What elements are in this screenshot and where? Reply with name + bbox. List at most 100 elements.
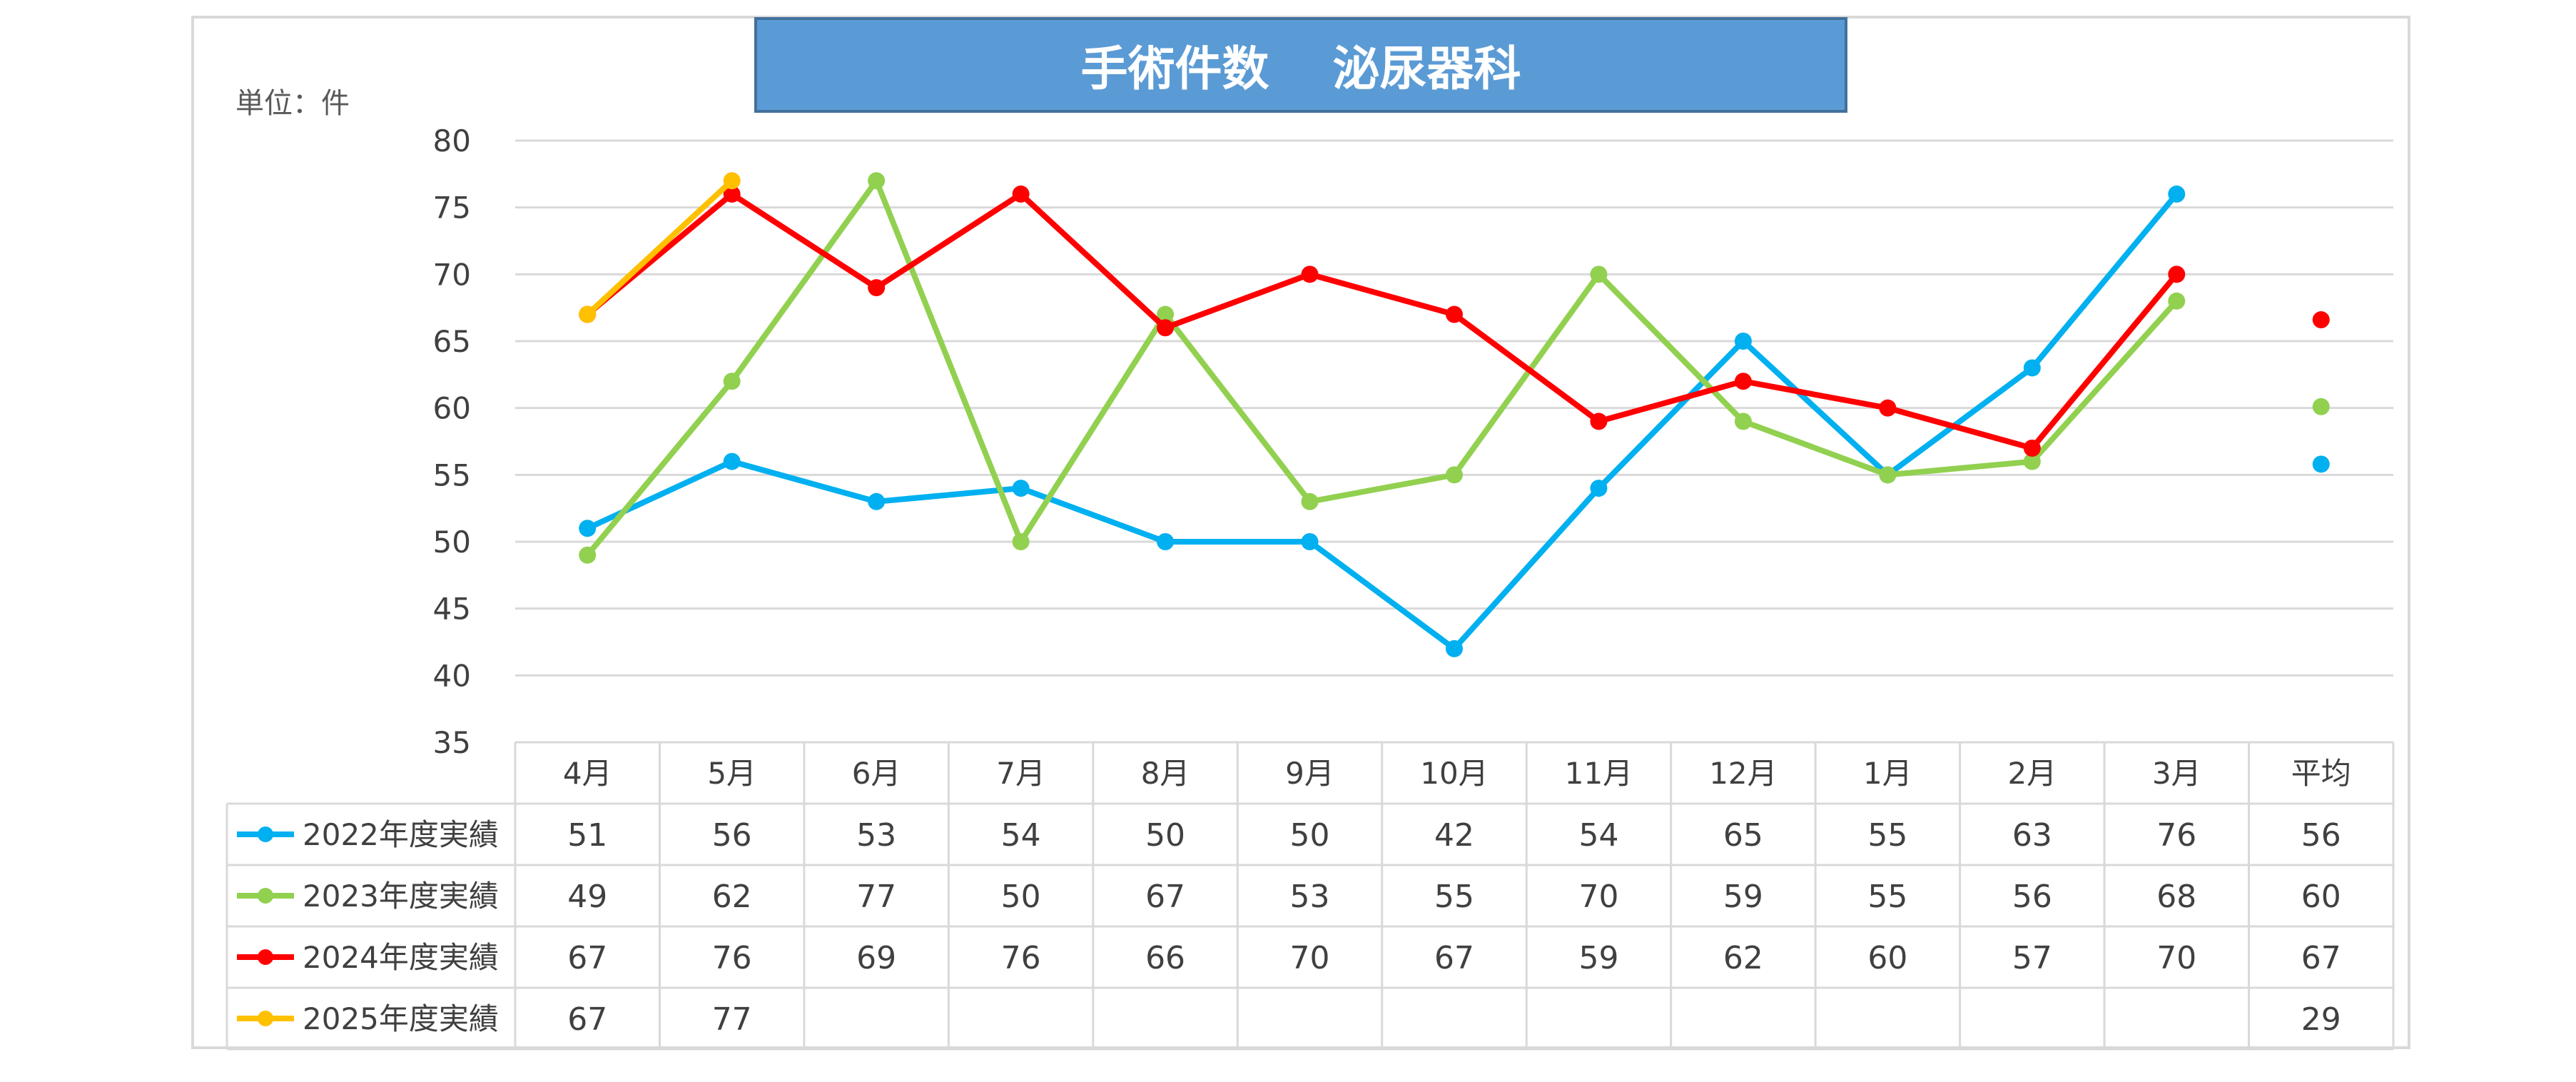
- data-point: [1734, 413, 1752, 430]
- data-point: [2168, 185, 2186, 203]
- x-category-label: 5月: [707, 756, 756, 791]
- average-point: [2312, 311, 2330, 329]
- data-point: [1734, 333, 1752, 350]
- table-value: 59: [1578, 940, 1618, 976]
- table-value: 60: [1867, 940, 1907, 976]
- table-average-value: 56: [2301, 817, 2341, 854]
- x-category-label: 4月: [563, 756, 612, 791]
- table-value: 63: [2012, 817, 2052, 854]
- data-point: [1157, 533, 1175, 550]
- y-tick-label: 55: [433, 457, 471, 492]
- table-value: 68: [2156, 879, 2196, 915]
- y-tick-label: 70: [433, 257, 471, 292]
- table-value: 67: [1145, 879, 1185, 915]
- table-value: 50: [1290, 817, 1330, 854]
- table-average-value: 60: [2301, 879, 2341, 915]
- table-value: 62: [1723, 940, 1763, 976]
- table-value: 56: [712, 817, 752, 854]
- table-value: 55: [1867, 879, 1907, 915]
- table-value: 70: [1290, 940, 1330, 976]
- table-value: 76: [1001, 940, 1041, 976]
- x-category-label: 8月: [1141, 756, 1190, 791]
- y-tick-label: 40: [433, 658, 471, 693]
- data-point: [579, 520, 597, 537]
- legend-marker: [258, 826, 273, 842]
- table-value: 67: [1434, 940, 1474, 976]
- data-point: [1446, 305, 1463, 323]
- data-point: [1012, 533, 1030, 550]
- data-point: [2023, 359, 2041, 377]
- data-point: [1734, 373, 1752, 390]
- table-average-value: 29: [2301, 1001, 2341, 1038]
- table-value: 55: [1867, 817, 1907, 854]
- x-category-label: 2月: [2007, 756, 2057, 791]
- x-category-label: 9月: [1285, 756, 1334, 791]
- table-value: 66: [1145, 940, 1185, 976]
- data-point: [2168, 292, 2186, 310]
- x-category-label: 12月: [1709, 756, 1777, 791]
- average-point: [2312, 455, 2330, 473]
- table-value: 55: [1434, 879, 1474, 915]
- data-point: [1301, 492, 1319, 510]
- x-category-label: 11月: [1565, 756, 1633, 791]
- data-point: [868, 492, 886, 510]
- data-point: [1012, 480, 1030, 497]
- table-value: 70: [1578, 879, 1618, 915]
- table-value: 76: [712, 940, 752, 976]
- y-tick-label: 65: [433, 324, 471, 359]
- table-value: 49: [567, 879, 607, 915]
- table-value: 54: [1578, 817, 1618, 854]
- series-line: [586, 192, 2179, 652]
- series-line: [585, 178, 734, 317]
- data-point: [1879, 466, 1897, 484]
- data-point: [2023, 439, 2041, 457]
- x-category-label: 10月: [1420, 756, 1488, 791]
- data-point: [723, 185, 741, 203]
- y-tick-label: 75: [433, 191, 471, 226]
- x-category-label: 1月: [1863, 756, 1912, 791]
- table-value: 69: [856, 940, 896, 976]
- y-tick-label: 60: [433, 391, 471, 426]
- data-point: [1157, 319, 1175, 337]
- x-category-label: 7月: [996, 756, 1045, 791]
- table-value: 42: [1434, 817, 1474, 854]
- table-value: 54: [1001, 817, 1041, 854]
- table-value: 51: [567, 817, 607, 854]
- table-value: 53: [1290, 879, 1330, 915]
- y-tick-label: 50: [433, 525, 471, 560]
- table-value: 70: [2156, 940, 2196, 976]
- data-point: [579, 305, 597, 323]
- data-point: [723, 452, 741, 470]
- table-value: 77: [856, 879, 896, 915]
- data-point: [2168, 266, 2186, 283]
- average-point: [2312, 398, 2330, 415]
- data-point: [868, 172, 886, 190]
- table-value: 67: [567, 940, 607, 976]
- data-point: [1590, 480, 1608, 497]
- x-category-label: 3月: [2152, 756, 2201, 791]
- data-point: [1157, 305, 1175, 323]
- chart-title: 手術件数 泌尿器科: [754, 17, 1847, 113]
- data-point: [1590, 266, 1608, 283]
- legend-marker: [258, 888, 273, 904]
- table-value: 56: [2012, 879, 2052, 915]
- data-point: [1446, 466, 1463, 484]
- table-value: 77: [712, 1001, 752, 1038]
- data-point: [579, 546, 597, 564]
- table-value: 59: [1723, 879, 1763, 915]
- x-category-label: 6月: [852, 756, 901, 791]
- table-value: 62: [712, 879, 752, 915]
- table-value: 50: [1001, 879, 1041, 915]
- y-tick-label: 35: [433, 725, 471, 760]
- table-value: 67: [567, 1001, 607, 1038]
- table-value: 53: [856, 817, 896, 854]
- legend-label: 2023年度実績: [303, 879, 499, 914]
- y-tick-label: 45: [433, 592, 471, 627]
- legend-label: 2022年度実績: [303, 817, 499, 852]
- unit-label: 単位：件: [235, 87, 350, 120]
- legend-label: 2025年度実績: [303, 1001, 499, 1036]
- data-point: [1590, 413, 1608, 430]
- data-point: [723, 373, 741, 390]
- data-point: [1446, 639, 1463, 657]
